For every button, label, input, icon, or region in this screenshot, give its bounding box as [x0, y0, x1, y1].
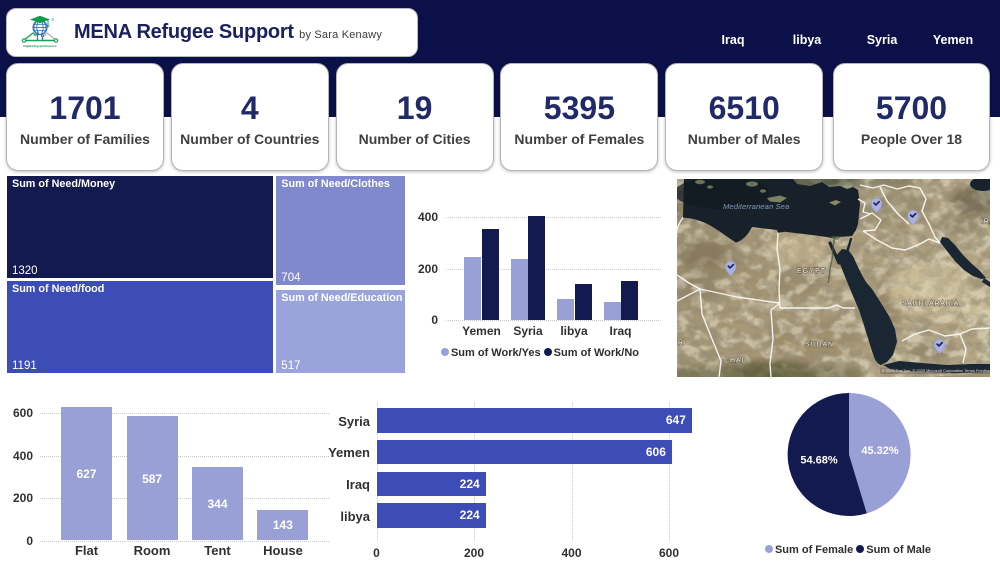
- svg-text:SUDAN: SUDAN: [805, 342, 834, 349]
- svg-text:EGYPT: EGYPT: [797, 268, 826, 275]
- svg-text:45.32%: 45.32%: [861, 445, 899, 457]
- svg-text:54.68%: 54.68%: [800, 455, 838, 467]
- svg-text:CHAD: CHAD: [724, 358, 747, 365]
- svg-text:Mediterranean Sea: Mediterranean Sea: [723, 202, 789, 211]
- svg-text:SAUDI ARABIA: SAUDI ARABIA: [902, 301, 959, 308]
- svg-text:IRAN: IRAN: [981, 219, 990, 226]
- svg-text:DigiEd Egypt Pioneers: DigiEd Egypt Pioneers: [23, 44, 56, 48]
- svg-text:®: ®: [52, 18, 55, 22]
- svg-text:R: R: [678, 340, 683, 347]
- svg-text:© 2025 TomTom, © 2025 Microsof: © 2025 TomTom, © 2025 Microsoft Corporat…: [882, 368, 990, 373]
